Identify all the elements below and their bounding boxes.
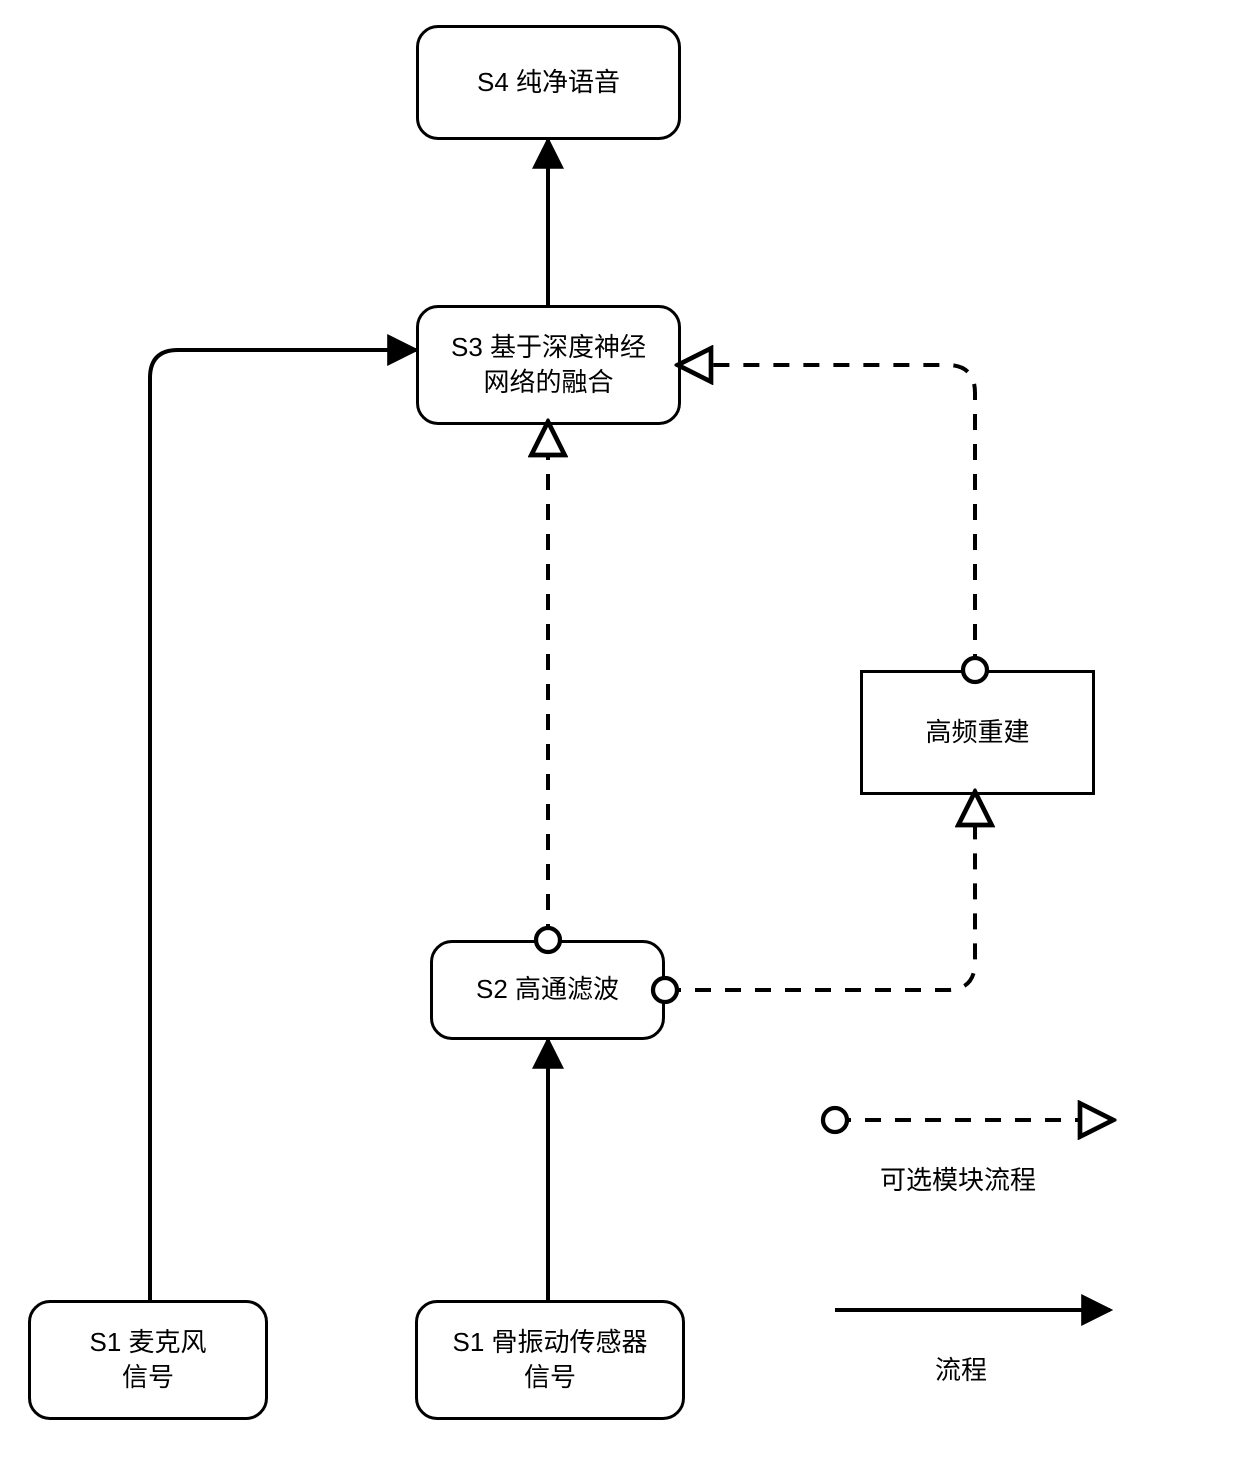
node-s2-highpass: S2 高通滤波 — [430, 940, 665, 1040]
node-s1-bone-signal: S1 骨振动传感器信号 — [415, 1300, 685, 1420]
node-hf-reconstruction: 高频重建 — [860, 670, 1095, 795]
edge-s1mic-s3 — [150, 350, 416, 1300]
edge-hf-s3 — [681, 365, 975, 670]
legend-flow-label: 流程 — [935, 1350, 987, 1387]
edge-s2-hf — [665, 795, 975, 990]
legend-optional-label: 可选模块流程 — [880, 1160, 1036, 1197]
node-s4-clean-speech: S4 纯净语音 — [416, 25, 681, 140]
node-s3-dnn-fusion: S3 基于深度神经网络的融合 — [416, 305, 681, 425]
node-s1-mic-signal: S1 麦克风信号 — [28, 1300, 268, 1420]
